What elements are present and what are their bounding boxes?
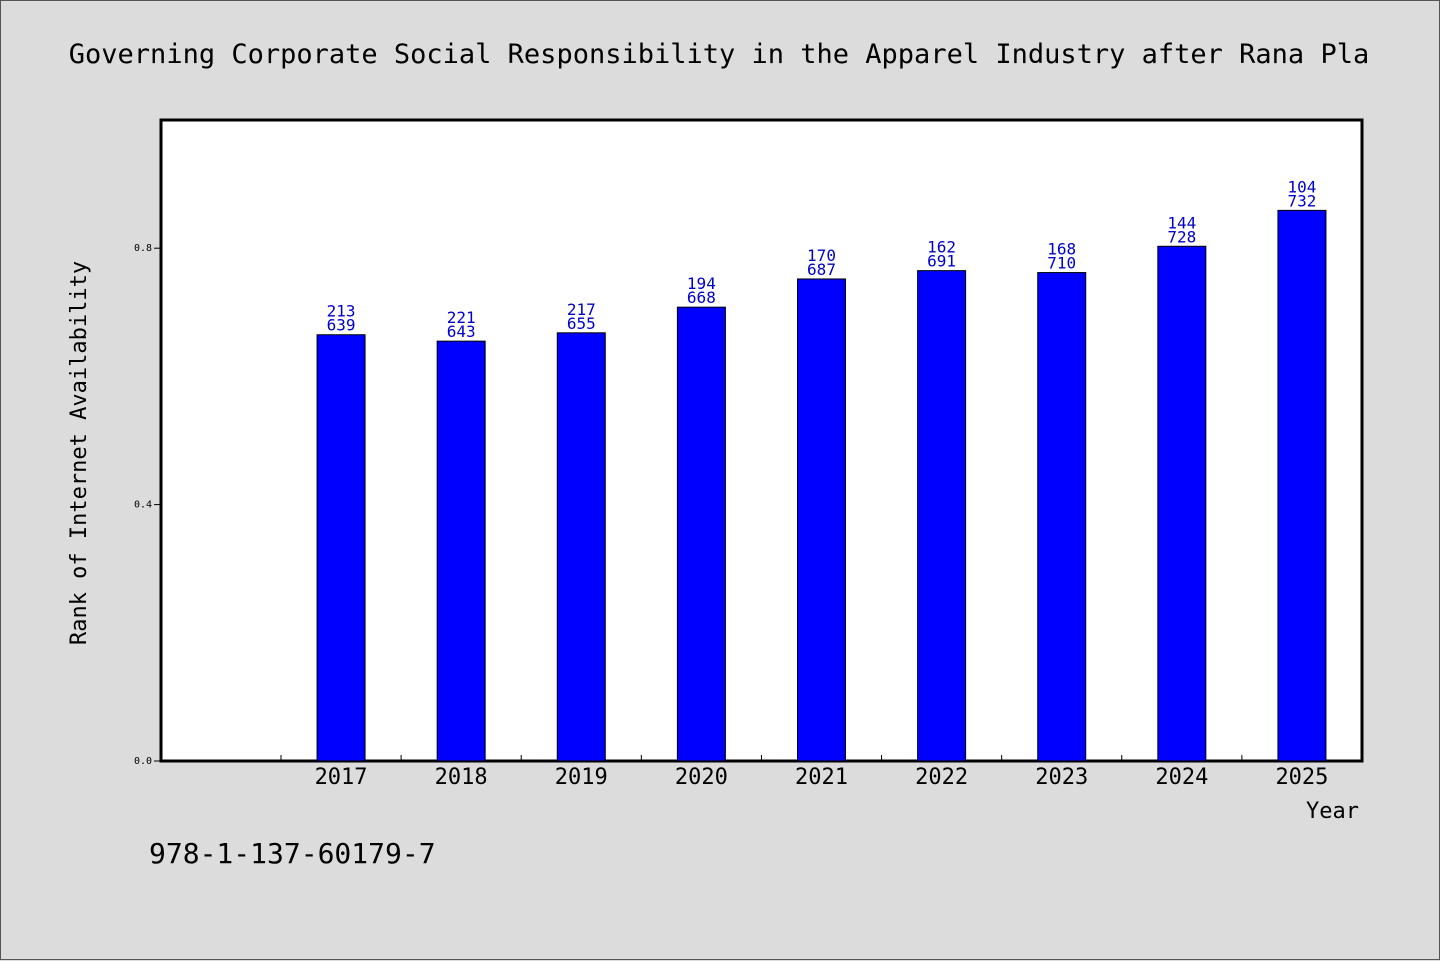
y-tick-label: 0.8 bbox=[134, 243, 152, 254]
bar-label-bottom: 643 bbox=[447, 322, 476, 341]
bar-label-bottom: 639 bbox=[327, 316, 356, 335]
bar-label-top: 104 bbox=[1287, 177, 1316, 196]
x-tick-label: 2020 bbox=[675, 765, 728, 790]
bar-2020 bbox=[676, 306, 726, 762]
bar-label-bottom: 710 bbox=[1047, 254, 1076, 273]
bar-label-bottom: 687 bbox=[807, 260, 836, 279]
y-tick-label: 0.4 bbox=[134, 500, 152, 511]
y-axis-ticks: 0.0 0.4 0.8 bbox=[134, 243, 161, 767]
bar-label-bottom: 728 bbox=[1167, 227, 1196, 246]
x-axis-ticks bbox=[280, 755, 1363, 761]
bar-series bbox=[316, 209, 1327, 762]
x-tick-label: 2024 bbox=[1155, 765, 1208, 790]
bar-label-top: 170 bbox=[807, 246, 836, 265]
x-tick-label: 2022 bbox=[915, 765, 968, 790]
bar-2022 bbox=[917, 270, 967, 762]
bar-2018 bbox=[436, 340, 486, 762]
bar-2017 bbox=[316, 334, 366, 762]
bar-label-top: 217 bbox=[567, 300, 596, 319]
bar-label-bottom: 732 bbox=[1287, 191, 1316, 210]
bar-2021 bbox=[797, 278, 846, 762]
y-axis-label: Rank of Internet Availability bbox=[67, 261, 92, 645]
x-tick-label: 2025 bbox=[1275, 765, 1328, 790]
bar-label-top: 221 bbox=[447, 308, 476, 327]
bar-label-top: 194 bbox=[687, 274, 716, 293]
bar-2024 bbox=[1157, 245, 1207, 762]
bar-label-bottom: 668 bbox=[687, 288, 716, 307]
bar-2025 bbox=[1277, 209, 1327, 762]
isbn-label: 978-1-137-60179-7 bbox=[149, 837, 436, 870]
x-tick-label: 2018 bbox=[435, 765, 488, 790]
x-tick-label: 2023 bbox=[1035, 765, 1088, 790]
chart-title: Governing Corporate Social Responsibilit… bbox=[69, 39, 1369, 70]
bar-2019 bbox=[556, 332, 606, 762]
bar-2023 bbox=[1037, 272, 1087, 762]
bar-label-top: 168 bbox=[1047, 240, 1076, 259]
bar-label-bottom: 655 bbox=[567, 314, 596, 333]
x-tick-label: 2017 bbox=[315, 765, 368, 790]
x-tick-label: 2019 bbox=[555, 765, 608, 790]
y-tick-label: 0.0 bbox=[134, 756, 152, 767]
x-axis-tick-labels: 2017 2018 2019 2020 2021 2022 2023 2024 2025 bbox=[315, 765, 1329, 790]
bar-label-top: 213 bbox=[327, 302, 356, 321]
x-tick-label: 2021 bbox=[795, 765, 848, 790]
x-axis-label: Year bbox=[1306, 799, 1359, 824]
bar-label-top: 144 bbox=[1167, 213, 1196, 232]
bar-label-top: 162 bbox=[927, 238, 956, 257]
bar-label-bottom: 691 bbox=[927, 252, 956, 271]
